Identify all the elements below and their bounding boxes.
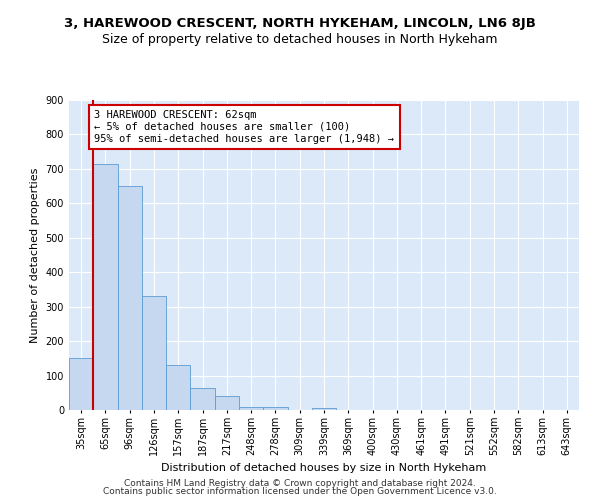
Bar (166, 365, 190, 410)
Bar (142, 296, 166, 410)
Text: Contains public sector information licensed under the Open Government Licence v3: Contains public sector information licen… (103, 487, 497, 496)
Text: Contains HM Land Registry data © Crown copyright and database right 2024.: Contains HM Land Registry data © Crown c… (124, 478, 476, 488)
Text: 3, HAREWOOD CRESCENT, NORTH HYKEHAM, LINCOLN, LN6 8JB: 3, HAREWOOD CRESCENT, NORTH HYKEHAM, LIN… (64, 18, 536, 30)
Y-axis label: Number of detached properties: Number of detached properties (30, 168, 40, 342)
Text: Size of property relative to detached houses in North Hykeham: Size of property relative to detached ho… (102, 32, 498, 46)
Bar (93, 164, 118, 410)
Bar (263, 406, 287, 410)
Bar (239, 406, 263, 410)
Text: 3 HAREWOOD CRESCENT: 62sqm
← 5% of detached houses are smaller (100)
95% of semi: 3 HAREWOOD CRESCENT: 62sqm ← 5% of detac… (95, 110, 395, 144)
Bar (215, 396, 239, 410)
Bar (190, 388, 215, 410)
Bar (312, 408, 336, 410)
X-axis label: Distribution of detached houses by size in North Hykeham: Distribution of detached houses by size … (161, 464, 487, 473)
Bar (69, 358, 93, 410)
Bar (118, 186, 142, 410)
